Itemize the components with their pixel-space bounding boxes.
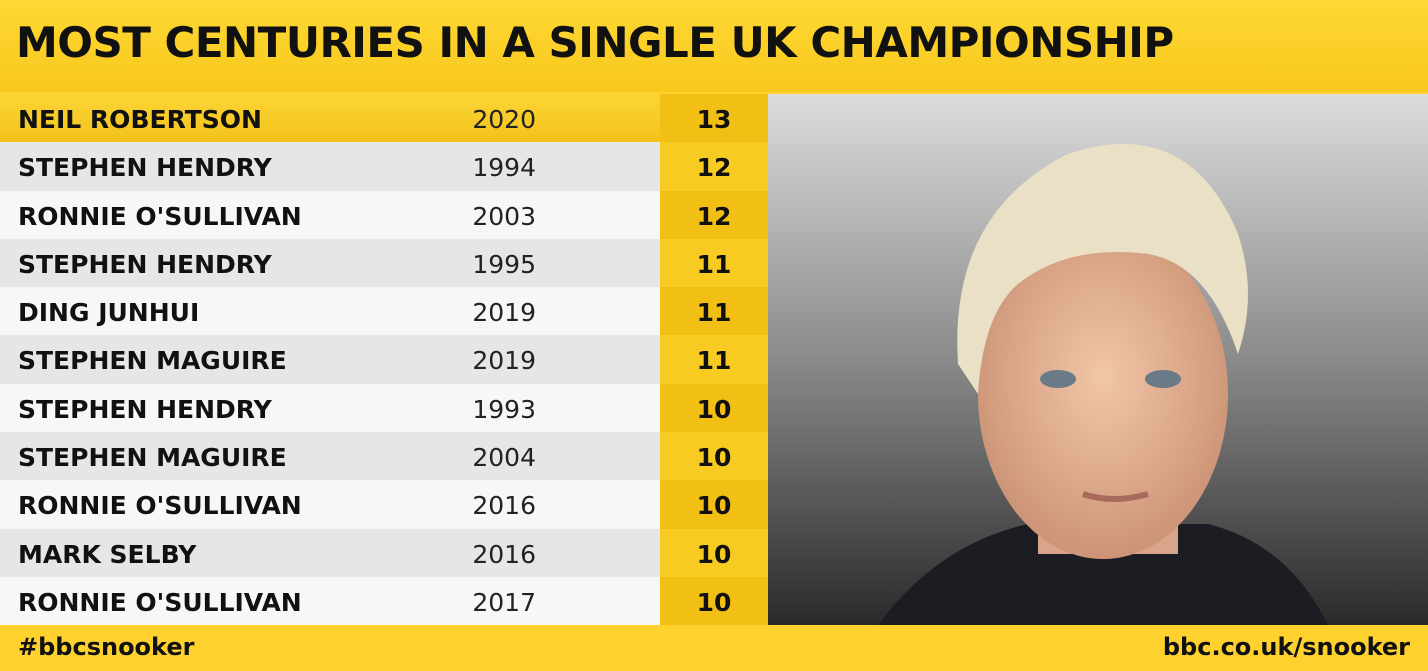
mouth bbox=[1082, 491, 1149, 502]
score-cell: 10 bbox=[660, 383, 768, 433]
row-cell: STEPHEN MAGUIRE 2019 bbox=[0, 335, 660, 384]
score-cell: 10 bbox=[660, 528, 768, 577]
row-cell: RONNIE O'SULLIVAN 2016 bbox=[0, 480, 660, 529]
table-row: NEIL ROBERTSON 2020 13 bbox=[0, 94, 768, 143]
score-cell: 13 bbox=[660, 94, 768, 143]
player-name: STEPHEN HENDRY bbox=[18, 153, 272, 183]
table-row: STEPHEN MAGUIRE 2004 10 bbox=[0, 432, 768, 481]
eye bbox=[1145, 370, 1181, 388]
year: 2020 bbox=[472, 105, 536, 134]
row-cell: RONNIE O'SULLIVAN 2003 bbox=[0, 190, 660, 239]
table-row: DING JUNHUI 2019 11 bbox=[0, 287, 768, 336]
year: 2016 bbox=[472, 491, 536, 521]
row-cell: DING JUNHUI 2019 bbox=[0, 287, 660, 336]
table-row: STEPHEN HENDRY 1995 11 bbox=[0, 238, 768, 288]
hair bbox=[957, 144, 1248, 394]
player-name: DING JUNHUI bbox=[18, 298, 200, 328]
hashtag: #bbcsnooker bbox=[18, 633, 195, 661]
year: 2016 bbox=[472, 539, 536, 569]
score-cell: 11 bbox=[660, 287, 768, 336]
table-row: RONNIE O'SULLIVAN 2017 10 bbox=[0, 576, 768, 626]
eye bbox=[1040, 370, 1076, 388]
photo-illustration bbox=[768, 94, 1428, 625]
year: 1993 bbox=[472, 394, 536, 424]
year: 2019 bbox=[472, 298, 536, 328]
table-row: STEPHEN HENDRY 1994 12 bbox=[0, 142, 768, 191]
centuries: 10 bbox=[696, 491, 732, 521]
centuries: 11 bbox=[696, 298, 732, 328]
year: 2003 bbox=[472, 201, 536, 231]
table-row: RONNIE O'SULLIVAN 2003 12 bbox=[0, 190, 768, 239]
year: 2019 bbox=[472, 346, 536, 376]
year: 2017 bbox=[472, 587, 536, 617]
centuries: 12 bbox=[696, 201, 732, 231]
player-name: NEIL ROBERTSON bbox=[18, 105, 262, 134]
centuries: 11 bbox=[696, 346, 732, 376]
player-name: STEPHEN MAGUIRE bbox=[18, 346, 287, 376]
centuries: 10 bbox=[696, 443, 732, 473]
footer: #bbcsnooker bbc.co.uk/snooker bbox=[0, 625, 1428, 671]
player-name: STEPHEN HENDRY bbox=[18, 249, 272, 279]
row-cell: NEIL ROBERTSON 2020 bbox=[0, 94, 660, 143]
table: NEIL ROBERTSON 2020 13 STEPHEN HENDRY 1994 12… bbox=[0, 94, 768, 626]
player-name: RONNIE O'SULLIVAN bbox=[18, 587, 302, 617]
row-cell: MARK SELBY 2016 bbox=[0, 528, 660, 577]
score-cell: 10 bbox=[660, 576, 768, 626]
year: 2004 bbox=[472, 443, 536, 473]
player-name: MARK SELBY bbox=[18, 539, 197, 569]
row-cell: STEPHEN HENDRY 1994 bbox=[0, 142, 660, 191]
score-cell: 12 bbox=[660, 142, 768, 191]
row-cell: STEPHEN MAGUIRE 2004 bbox=[0, 432, 660, 481]
table-row: STEPHEN HENDRY 1993 10 bbox=[0, 383, 768, 433]
row-cell: RONNIE O'SULLIVAN 2017 bbox=[0, 576, 660, 626]
centuries: 13 bbox=[696, 105, 732, 134]
face bbox=[978, 229, 1228, 559]
centuries: 10 bbox=[696, 587, 732, 617]
player-name: STEPHEN HENDRY bbox=[18, 394, 272, 424]
table-row: MARK SELBY 2016 10 bbox=[0, 528, 768, 577]
centuries: 10 bbox=[696, 394, 732, 424]
player-name: RONNIE O'SULLIVAN bbox=[18, 201, 302, 231]
title: MOST CENTURIES IN A SINGLE UK CHAMPIONSH… bbox=[16, 18, 1174, 67]
centuries: 11 bbox=[696, 249, 732, 279]
player-name: STEPHEN MAGUIRE bbox=[18, 443, 287, 473]
shirt bbox=[878, 524, 1328, 625]
score-cell: 12 bbox=[660, 190, 768, 239]
player-photo bbox=[768, 94, 1428, 625]
table-row: STEPHEN MAGUIRE 2019 11 bbox=[0, 335, 768, 384]
year: 1994 bbox=[472, 153, 536, 183]
row-cell: STEPHEN HENDRY 1995 bbox=[0, 238, 660, 288]
centuries: 10 bbox=[696, 539, 732, 569]
centuries: 12 bbox=[696, 153, 732, 183]
score-cell: 11 bbox=[660, 335, 768, 384]
score-cell: 11 bbox=[660, 238, 768, 288]
year: 1995 bbox=[472, 249, 536, 279]
player-name: RONNIE O'SULLIVAN bbox=[18, 491, 302, 521]
score-cell: 10 bbox=[660, 432, 768, 481]
website: bbc.co.uk/snooker bbox=[1162, 633, 1410, 661]
score-cell: 10 bbox=[660, 480, 768, 529]
title-bar: MOST CENTURIES IN A SINGLE UK CHAMPIONSH… bbox=[0, 0, 1428, 92]
row-cell: STEPHEN HENDRY 1993 bbox=[0, 383, 660, 433]
table-row: RONNIE O'SULLIVAN 2016 10 bbox=[0, 480, 768, 529]
